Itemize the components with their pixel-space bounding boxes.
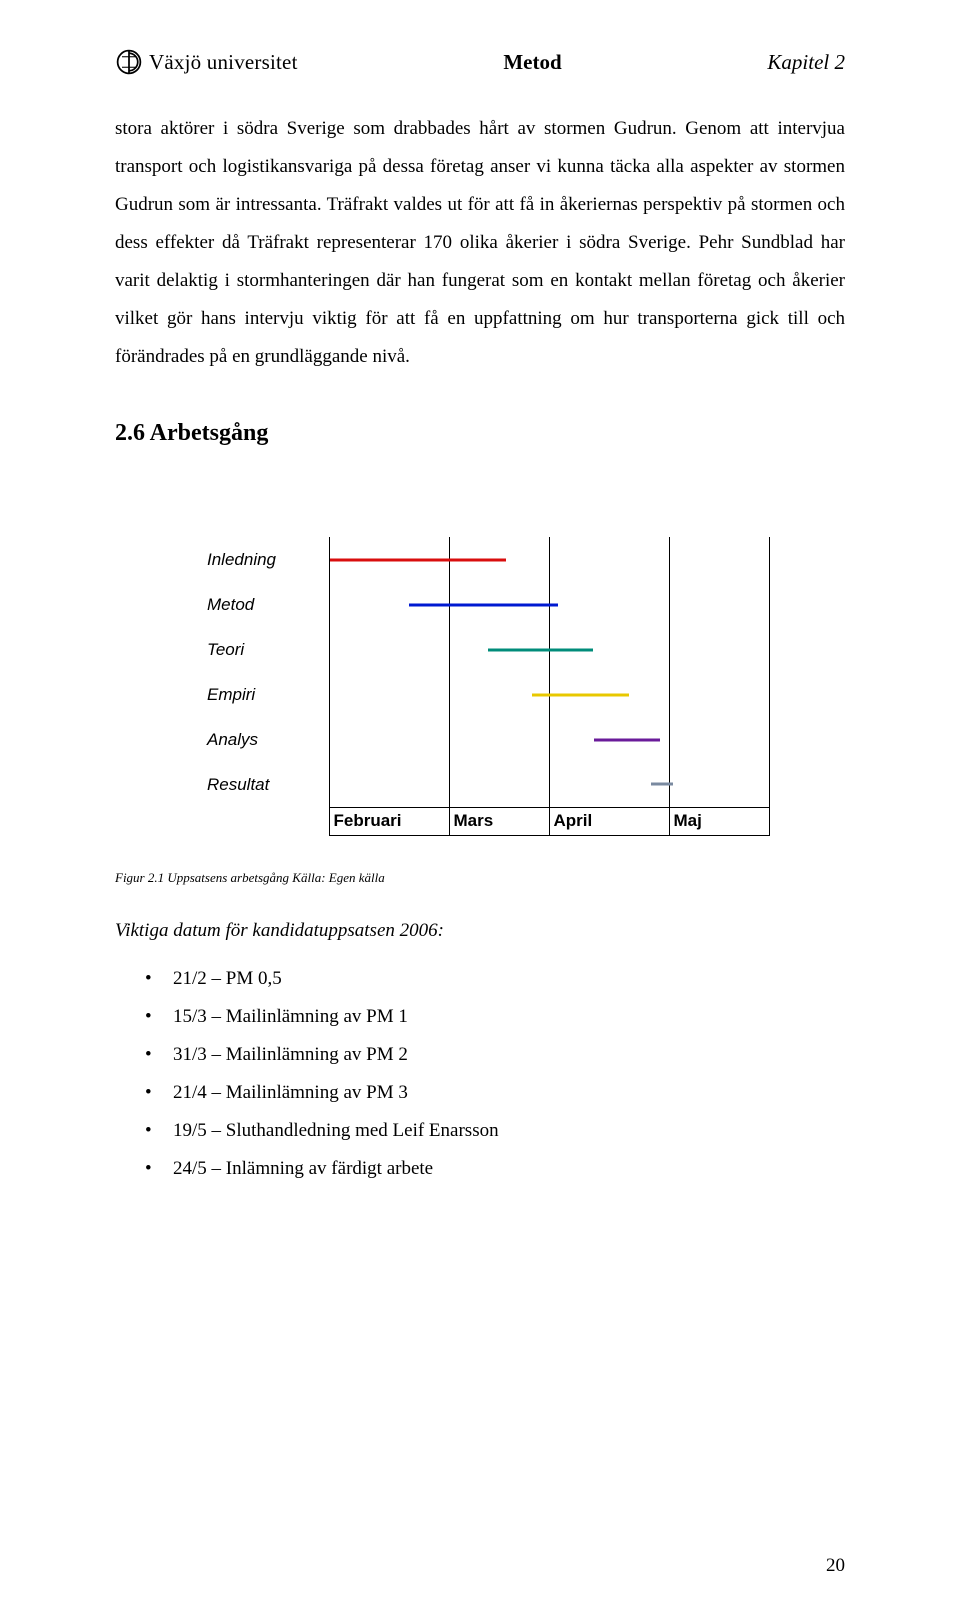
gantt-cell — [449, 672, 549, 717]
gantt-task-label: Teori — [207, 627, 329, 672]
date-item: 21/2 – PM 0,5 — [145, 960, 845, 998]
section-heading: 2.6 Arbetsgång — [115, 420, 845, 447]
gantt-month-label: April — [549, 807, 669, 835]
gantt-cell — [549, 627, 669, 672]
gantt-task-label: Empiri — [207, 672, 329, 717]
gantt-cell — [669, 537, 769, 582]
header-chapter: Kapitel 2 — [767, 50, 845, 75]
gantt-cell — [449, 762, 549, 807]
gantt-cell — [449, 717, 549, 762]
date-item: 24/5 – Inlämning av färdigt arbete — [145, 1150, 845, 1188]
gantt-chart: InledningMetodTeoriEmpiriAnalysResultatF… — [207, 537, 845, 836]
gantt-cell — [449, 537, 549, 582]
date-item: 19/5 – Sluthandledning med Leif Enarsson — [145, 1112, 845, 1150]
gantt-cell — [549, 717, 669, 762]
gantt-cell — [329, 717, 449, 762]
gantt-task-label: Inledning — [207, 537, 329, 582]
gantt-task-label: Resultat — [207, 762, 329, 807]
page-header: Växjö universitet Metod Kapitel 2 — [115, 48, 845, 76]
gantt-cell — [329, 537, 449, 582]
gantt-cell — [669, 627, 769, 672]
body-paragraph: stora aktörer i södra Sverige som drabba… — [115, 110, 845, 376]
gantt-cell — [329, 762, 449, 807]
gantt-cell — [669, 672, 769, 717]
gantt-cell — [669, 582, 769, 627]
gantt-month-label: Mars — [449, 807, 549, 835]
gantt-cell — [549, 537, 669, 582]
header-left: Växjö universitet — [115, 48, 298, 76]
university-name: Växjö universitet — [149, 50, 298, 75]
gantt-cell — [329, 582, 449, 627]
gantt-cell — [449, 582, 549, 627]
header-title: Metod — [503, 50, 561, 75]
figure-caption: Figur 2.1 Uppsatsens arbetsgång Källa: E… — [115, 870, 845, 886]
gantt-cell — [329, 627, 449, 672]
gantt-task-label: Metod — [207, 582, 329, 627]
gantt-cell — [549, 762, 669, 807]
page-number: 20 — [826, 1555, 845, 1577]
gantt-cell — [669, 762, 769, 807]
university-logo-icon — [115, 48, 143, 76]
gantt-cell — [329, 672, 449, 717]
date-item: 21/4 – Mailinlämning av PM 3 — [145, 1074, 845, 1112]
gantt-cell — [669, 717, 769, 762]
gantt-month-label: Maj — [669, 807, 769, 835]
gantt-month-label: Februari — [329, 807, 449, 835]
date-item: 31/3 – Mailinlämning av PM 2 — [145, 1036, 845, 1074]
gantt-cell — [549, 672, 669, 717]
dates-heading: Viktiga datum för kandidatuppsatsen 2006… — [115, 920, 845, 942]
dates-list: 21/2 – PM 0,515/3 – Mailinlämning av PM … — [115, 960, 845, 1188]
gantt-task-label: Analys — [207, 717, 329, 762]
gantt-cell — [549, 582, 669, 627]
date-item: 15/3 – Mailinlämning av PM 1 — [145, 998, 845, 1036]
gantt-cell — [449, 627, 549, 672]
